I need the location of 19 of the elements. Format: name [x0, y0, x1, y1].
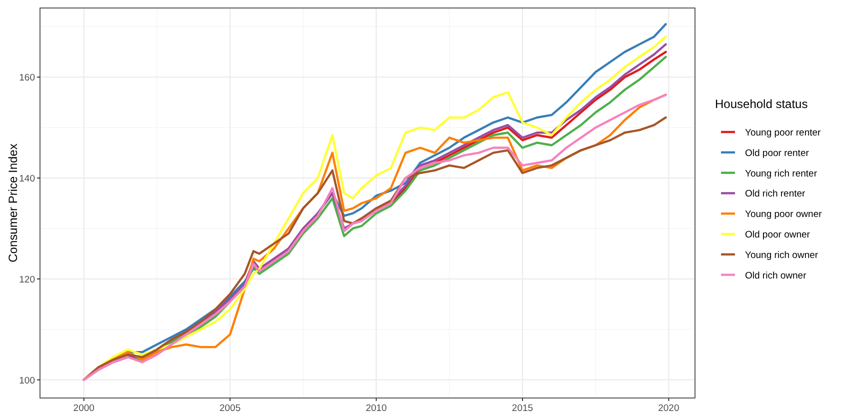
y-tick-label: 160: [19, 72, 35, 84]
legend-label: Old poor renter: [745, 148, 809, 159]
legend-label: Old rich owner: [745, 270, 806, 282]
legend-label: Young rich renter: [745, 168, 818, 180]
legend-label: Old rich renter: [745, 188, 806, 200]
x-tick-label: 2005: [219, 403, 241, 414]
legend-label: Old poor owner: [745, 230, 810, 240]
y-axis-title: Consumer Price Index: [6, 144, 20, 262]
y-tick-label: 140: [19, 174, 35, 185]
legend-label: Young rich owner: [745, 250, 818, 261]
y-tick-label: 120: [19, 274, 35, 286]
legend-label: Young poor owner: [745, 209, 822, 220]
x-tick-label: 2020: [658, 403, 680, 414]
x-tick-label: 2000: [73, 403, 94, 414]
legend-label: Young poor renter: [745, 128, 821, 138]
x-tick-label: 2010: [366, 403, 387, 414]
legend-title: Household status: [715, 97, 808, 111]
y-tick-label: 100: [19, 375, 35, 386]
x-tick-label: 2015: [512, 403, 534, 414]
